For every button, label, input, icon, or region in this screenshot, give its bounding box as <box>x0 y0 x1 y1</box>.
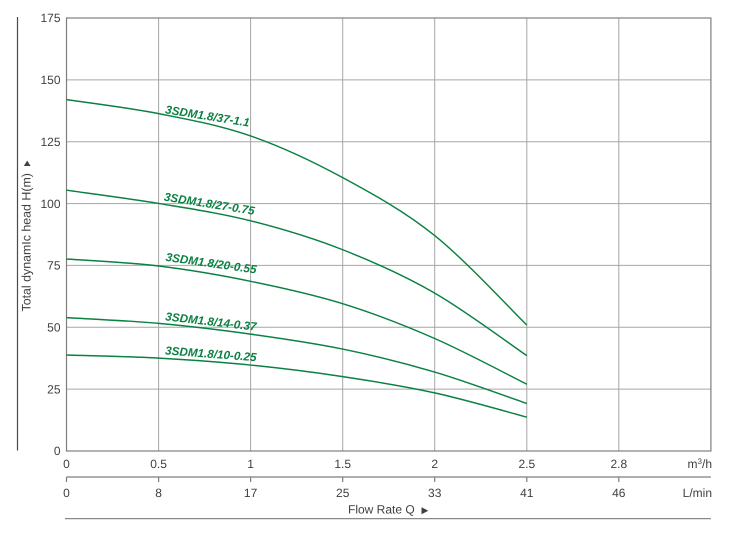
svg-text:0: 0 <box>54 444 61 458</box>
svg-text:175: 175 <box>40 11 60 25</box>
svg-text:2.5: 2.5 <box>518 457 535 471</box>
svg-text:1.5: 1.5 <box>334 457 351 471</box>
svg-text:46: 46 <box>612 486 626 500</box>
svg-text:Total dynamIc head H(m): Total dynamIc head H(m) <box>19 173 33 311</box>
svg-text:41: 41 <box>520 486 534 500</box>
svg-text:0.5: 0.5 <box>150 457 167 471</box>
svg-text:100: 100 <box>40 197 60 211</box>
svg-text:m3/h: m3/h <box>688 457 712 471</box>
svg-text:33: 33 <box>428 486 442 500</box>
svg-text:25: 25 <box>47 382 61 396</box>
svg-text:0: 0 <box>63 486 70 500</box>
svg-text:1: 1 <box>247 457 254 471</box>
svg-text:75: 75 <box>47 259 61 273</box>
svg-text:L/min: L/min <box>683 486 712 500</box>
svg-text:Flow Rate Q: Flow Rate Q <box>348 503 415 517</box>
svg-text:150: 150 <box>40 73 60 87</box>
svg-text:17: 17 <box>244 486 258 500</box>
svg-text:8: 8 <box>155 486 162 500</box>
svg-text:125: 125 <box>40 135 60 149</box>
svg-text:2.8: 2.8 <box>610 457 627 471</box>
svg-text:25: 25 <box>336 486 350 500</box>
svg-text:2: 2 <box>431 457 438 471</box>
svg-text:0: 0 <box>63 457 70 471</box>
svg-text:50: 50 <box>47 321 61 335</box>
